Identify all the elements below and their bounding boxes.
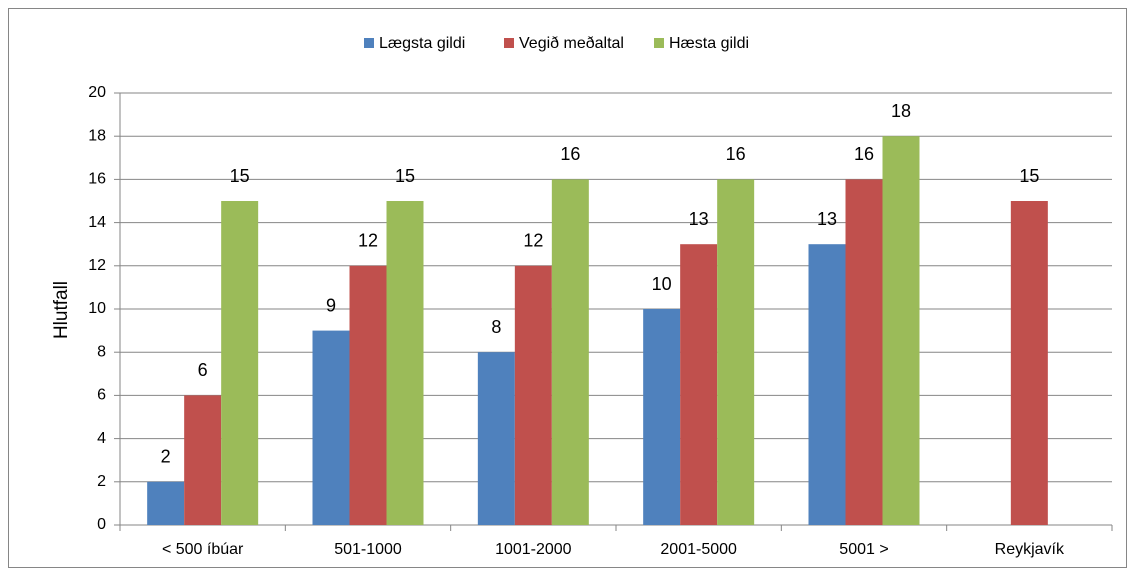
data-label: 10: [652, 274, 672, 294]
x-tick-label: 501-1000: [334, 541, 402, 558]
bar: [1010, 201, 1048, 525]
y-tick-label: 12: [88, 257, 106, 274]
data-label: 8: [491, 317, 501, 337]
bar: [386, 201, 424, 525]
bar: [477, 352, 515, 525]
bar: [808, 244, 846, 525]
legend-label: Lægsta gildi: [379, 35, 465, 52]
data-label: 15: [395, 166, 415, 186]
y-tick-label: 6: [97, 387, 106, 404]
bar: [514, 265, 552, 525]
data-label: 15: [1019, 166, 1039, 186]
legend-swatch: [364, 38, 374, 48]
bar: [221, 201, 259, 525]
legend-label: Hæsta gildi: [669, 35, 749, 52]
legend-label: Vegið meðaltal: [519, 35, 624, 52]
data-label: 12: [523, 231, 543, 251]
data-label: 13: [817, 209, 837, 229]
y-tick-label: 0: [97, 516, 106, 533]
bar: [349, 265, 387, 525]
bar: [845, 179, 883, 525]
bar: [551, 179, 589, 525]
data-label: 18: [891, 101, 911, 121]
y-tick-label: 20: [88, 84, 106, 101]
bar: [680, 244, 718, 525]
x-tick-label: 5001 >: [839, 541, 888, 558]
x-tick-label: Reykjavík: [995, 541, 1065, 558]
bar: [147, 481, 185, 525]
y-tick-label: 18: [88, 127, 106, 144]
bar: [184, 395, 222, 525]
bar: [643, 309, 681, 525]
data-label: 16: [854, 144, 874, 164]
y-tick-label: 14: [88, 214, 106, 231]
y-tick-label: 4: [97, 430, 106, 447]
y-tick-label: 16: [88, 171, 106, 188]
data-label: 6: [198, 360, 208, 380]
bar: [882, 136, 920, 525]
data-label: 9: [326, 295, 336, 315]
legend-swatch: [654, 38, 664, 48]
legend-swatch: [504, 38, 514, 48]
y-tick-label: 8: [97, 343, 106, 360]
y-tick-label: 2: [97, 473, 106, 490]
data-label: 16: [560, 144, 580, 164]
data-label: 13: [689, 209, 709, 229]
data-label: 12: [358, 231, 378, 251]
bar: [717, 179, 755, 525]
x-tick-label: 1001-2000: [495, 541, 572, 558]
y-tick-label: 10: [88, 300, 106, 317]
bar: [312, 330, 350, 525]
data-label: 16: [726, 144, 746, 164]
x-tick-label: < 500 íbúar: [162, 541, 244, 558]
x-tick-label: 2001-5000: [660, 541, 737, 558]
y-axis-label: Hlutfall: [51, 281, 72, 339]
data-label: 15: [230, 166, 250, 186]
data-label: 2: [161, 447, 171, 467]
